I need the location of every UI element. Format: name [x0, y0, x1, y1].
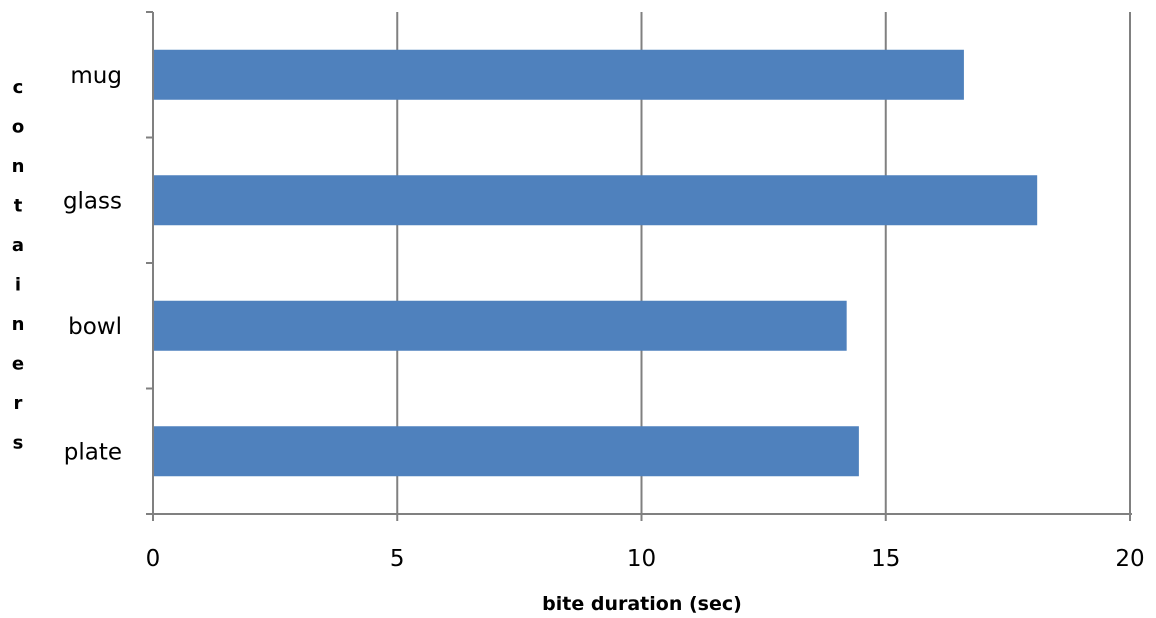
bar-mug	[154, 49, 964, 100]
y-axis-title-letter: a	[12, 235, 24, 256]
bar-bowl	[154, 300, 847, 351]
y-axis-title-letter: n	[12, 314, 25, 335]
bar-glass	[154, 175, 1038, 226]
y-axis-title-letter: r	[14, 393, 23, 414]
y-tick-label: glass	[63, 188, 122, 214]
x-tick-label: 5	[390, 546, 405, 572]
x-tick-label: 15	[871, 546, 900, 572]
bar-plate	[154, 426, 859, 477]
y-axis-title-letter: e	[12, 354, 24, 375]
x-tick-labels: 0 5 10 15 20	[146, 546, 1145, 572]
x-axis-title: bite duration (sec)	[542, 593, 742, 615]
x-tick-label: 20	[1115, 546, 1144, 572]
y-axis-title-letter: n	[12, 156, 25, 177]
bars	[154, 49, 1038, 477]
y-tick-label: bowl	[68, 314, 122, 340]
y-tick-label: mug	[70, 63, 122, 89]
y-axis-title-letter: i	[15, 275, 21, 296]
x-tick-label: 10	[627, 546, 656, 572]
y-axis-title-letter: s	[13, 433, 24, 454]
axes	[146, 11, 1132, 521]
y-tick-label: plate	[64, 439, 122, 465]
y-axis-title-letter: t	[14, 196, 23, 217]
y-tick-labels: mug glass bowl plate	[63, 63, 122, 466]
x-tick-label: 0	[146, 546, 161, 572]
y-axis-title-letter: c	[13, 77, 24, 98]
y-axis-title-letter: o	[12, 117, 24, 138]
